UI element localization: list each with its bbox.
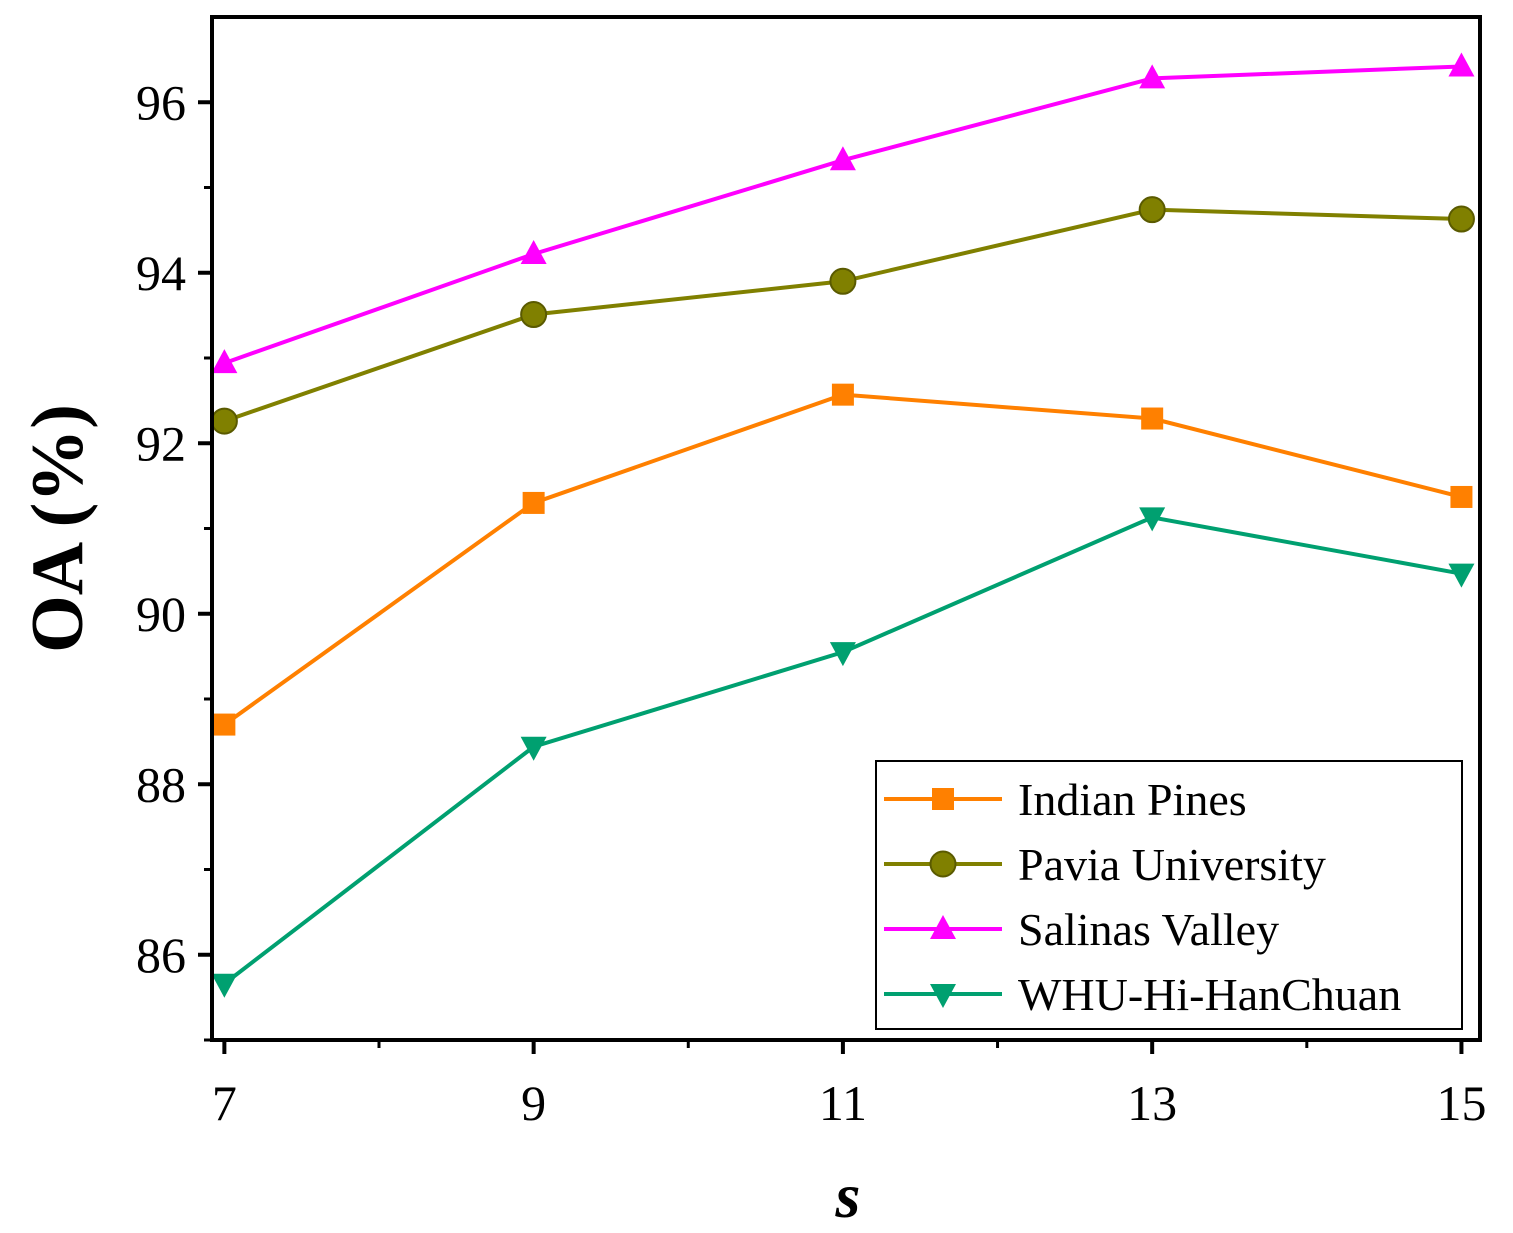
data-point-pavia-university (829, 267, 857, 295)
series-line-indian-pines (223, 392, 1462, 727)
data-point-indian-pines (1141, 407, 1164, 430)
data-point-whu-hi-hanchuan (520, 736, 547, 761)
data-point-pavia-university (520, 301, 548, 329)
legend-marker-salinas-valley (930, 915, 956, 939)
x-axis-title: s (835, 1160, 861, 1231)
axis-ticks (198, 100, 1464, 1054)
legend-marker-whu-hi-hanchuan (930, 984, 956, 1008)
legend-label-salinas-valley: Salinas Valley (1018, 904, 1279, 955)
legend: Indian Pines Pavia University Salinas Vall… (875, 760, 1463, 1030)
data-point-pavia-university (1447, 205, 1475, 233)
data-point-whu-hi-hanchuan (211, 973, 238, 998)
data-point-whu-hi-hanchuan (829, 642, 856, 667)
data-point-whu-hi-hanchuan (1448, 563, 1475, 588)
y-axis-title: OA (%) (17, 404, 99, 653)
data-point-salinas-valley (211, 349, 238, 374)
y-tick-label: 86 (136, 927, 186, 983)
axis-tick-labels: 86 88 90 92 94 96 7 9 11 13 15 (136, 74, 1486, 1131)
legend-box (875, 760, 1463, 1030)
data-point-indian-pines (1450, 485, 1473, 508)
data-point-indian-pines (213, 713, 236, 736)
data-point-salinas-valley (829, 146, 856, 171)
legend-label-indian-pines: Indian Pines (1018, 774, 1247, 825)
x-tick-label: 13 (1127, 1075, 1177, 1131)
x-tick-label: 15 (1436, 1075, 1486, 1131)
data-point-salinas-valley (1139, 64, 1166, 89)
data-point-salinas-valley (1448, 52, 1475, 77)
legend-marker-indian-pines (932, 788, 954, 810)
y-tick-label: 92 (136, 415, 186, 471)
data-point-whu-hi-hanchuan (1139, 507, 1166, 532)
y-tick-label: 88 (136, 756, 186, 812)
x-tick-label: 9 (521, 1075, 546, 1131)
plot-markers-layer (210, 52, 1475, 998)
legend-marker-pavia-university (929, 850, 957, 878)
data-point-indian-pines (831, 383, 854, 406)
data-point-pavia-university (210, 407, 238, 435)
y-tick-label: 94 (136, 245, 186, 301)
data-point-salinas-valley (520, 239, 547, 264)
data-point-pavia-university (1138, 196, 1166, 224)
y-tick-label: 90 (136, 586, 186, 642)
x-tick-label: 7 (212, 1075, 237, 1131)
x-tick-label: 11 (819, 1075, 867, 1131)
legend-label-pavia-university: Pavia University (1018, 839, 1326, 890)
data-point-indian-pines (522, 491, 545, 514)
legend-label-whu-hi-hanchuan: WHU-Hi-HanChuan (1018, 969, 1401, 1020)
y-tick-label: 96 (136, 74, 186, 130)
